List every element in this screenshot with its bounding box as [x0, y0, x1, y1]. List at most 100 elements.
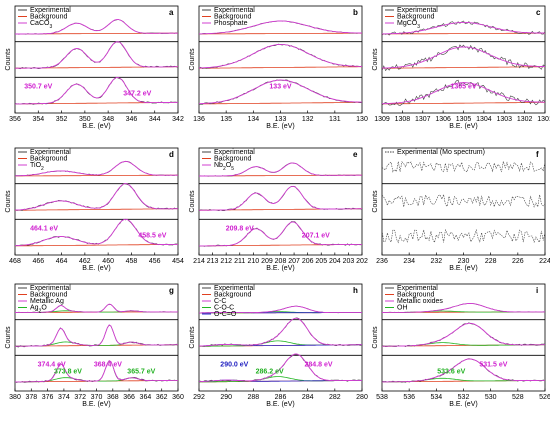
x-tick-label: 204 [329, 258, 341, 265]
x-tick-label: 134 [247, 116, 259, 123]
panel-letter: g [169, 286, 174, 295]
x-tick-label: 454 [172, 258, 184, 265]
background-line [15, 174, 178, 177]
x-tick-label: 286 [275, 394, 287, 401]
fit-line [199, 305, 362, 314]
peak-annotation: 373.8 eV [54, 368, 82, 375]
experimental-line [381, 44, 546, 72]
panel-e: e 214 213 212 211 210 209 208 207 206 205 204 203 202… [189, 147, 368, 272]
fit-line [15, 218, 178, 247]
x-tick-label: 135 [220, 116, 232, 123]
x-axis-label: B.E. (eV) [449, 265, 477, 272]
fit-line [15, 76, 178, 105]
x-tick-label: 282 [329, 394, 341, 401]
x-tick-label: 232 [430, 258, 442, 265]
legend-entry: Background [30, 292, 67, 299]
legend-entry: Phosphate [214, 20, 248, 27]
fit-line [381, 322, 545, 347]
legend-entry: C-O-C [214, 305, 234, 312]
y-axis-label: Counts [189, 190, 196, 213]
legend-entry: Experimental [30, 149, 71, 156]
legend-entry: Metallic oxides [397, 298, 443, 305]
x-tick-label: 366 [123, 394, 135, 401]
x-tick-label: 462 [79, 258, 91, 265]
x-tick-label: 532 [458, 394, 470, 401]
x-axis-label: B.E. (eV) [82, 265, 110, 272]
x-tick-label: 208 [275, 258, 287, 265]
fit-line [15, 359, 178, 383]
experimental-line [14, 41, 179, 70]
x-tick-label: 372 [74, 394, 86, 401]
experimental-line [381, 161, 546, 173]
panel-letter: b [353, 8, 358, 17]
panel-letter: e [353, 150, 358, 159]
x-tick-label: 213 [207, 258, 219, 265]
fit-line [382, 21, 546, 35]
legend-entry: Background [397, 292, 434, 299]
legend-entry: C-C [214, 298, 226, 305]
x-tick-label: 364 [140, 394, 152, 401]
experimental-line [381, 193, 546, 208]
fit-line [14, 324, 178, 347]
y-axis-label: Counts [5, 326, 12, 349]
x-tick-label: 290 [220, 394, 232, 401]
background-line [198, 66, 362, 69]
x-tick-label: 344 [149, 116, 161, 123]
legend-entry: Background [30, 156, 67, 163]
plot-frame [14, 147, 179, 256]
x-tick-label: 230 [458, 258, 470, 265]
x-tick-label: 1305 [456, 116, 472, 123]
plot-frame [198, 147, 363, 256]
panel-g: g 380 378 376 374 372 370 368 366 364 362 360 B.E. (… [5, 283, 184, 408]
background-line [382, 102, 545, 105]
peak-annotation: 368.4 eV [94, 361, 122, 368]
legend-entry: Experimental [397, 285, 438, 292]
legend-entry: Background [397, 14, 434, 21]
fit-line [198, 185, 362, 211]
x-tick-label: 368 [107, 394, 119, 401]
fit-line [14, 161, 178, 177]
plot-frame [14, 5, 179, 114]
x-tick-label: 464 [56, 258, 68, 265]
x-tick-label: 534 [430, 394, 442, 401]
peak-annotation: 531.5 eV [479, 361, 507, 368]
legend-entry: CaCO3 [30, 20, 52, 30]
fit-line [198, 20, 362, 35]
x-tick-label: 528 [512, 394, 524, 401]
x-tick-label: 209 [261, 258, 273, 265]
x-axis-label: B.E. (eV) [266, 123, 294, 130]
peak-annotation: 286.2 eV [256, 368, 284, 375]
x-axis-label: B.E. (eV) [82, 123, 110, 130]
x-tick-label: 207 [288, 258, 300, 265]
legend-entry: Background [30, 14, 67, 21]
x-tick-label: 226 [512, 258, 524, 265]
legend-entry: Background [214, 292, 251, 299]
fit-line [15, 19, 178, 35]
y-axis-label: Counts [372, 190, 379, 213]
peak-annotation: 284.8 eV [305, 361, 333, 368]
peak-annotation: 133 eV [269, 83, 292, 90]
x-tick-label: 458 [126, 258, 138, 265]
x-tick-label: 460 [102, 258, 114, 265]
fit-line [199, 221, 362, 247]
panel-letter: d [169, 150, 174, 159]
panel-letter: c [536, 8, 541, 17]
legend-entry: TiO2 [30, 162, 44, 172]
x-tick-label: 210 [247, 258, 259, 265]
x-tick-label: 130 [356, 116, 368, 123]
x-axis-label: B.E. (eV) [82, 401, 110, 408]
y-axis-label: Counts [189, 48, 196, 71]
background-line [199, 102, 362, 105]
legend-entry: Experimental (Mo spectrum) [397, 149, 485, 156]
x-tick-label: 1308 [395, 116, 411, 123]
x-tick-label: 1306 [435, 116, 451, 123]
x-tick-label: 456 [149, 258, 161, 265]
fit-line [199, 317, 362, 347]
legend-entry: O-C=O [214, 311, 237, 318]
panel-b: b 136 135 134 133 132 131 130 B.E. (eV) Counts Exp… [189, 5, 368, 130]
x-tick-label: 234 [403, 258, 415, 265]
x-tick-label: 348 [102, 116, 114, 123]
peak-annotation: 464.1 eV [30, 225, 58, 232]
x-tick-label: 342 [172, 116, 184, 123]
background-line [14, 208, 178, 211]
